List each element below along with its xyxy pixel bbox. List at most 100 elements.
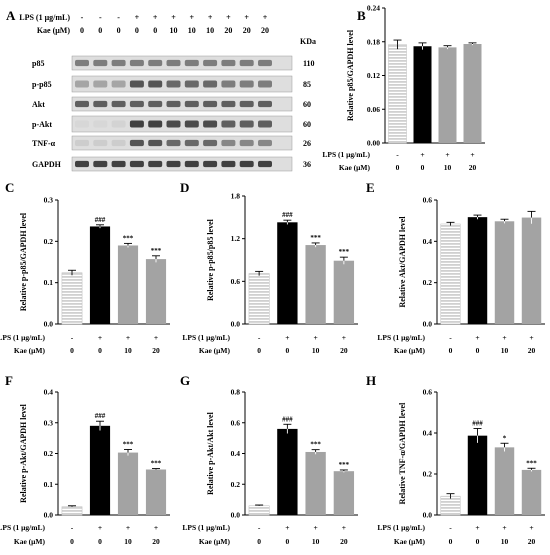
- blot-band: [93, 80, 108, 88]
- blot-kda-value: 85: [303, 80, 311, 89]
- blot-lane-value: 10: [170, 26, 178, 35]
- bar: [438, 47, 457, 143]
- blot-band: [203, 160, 218, 168]
- condition-value: +: [98, 333, 102, 342]
- blot-band: [93, 120, 108, 128]
- blot-lane-value: -: [117, 13, 120, 22]
- condition-value: +: [154, 333, 158, 342]
- blot-band: [93, 59, 108, 67]
- condition-value: +: [285, 333, 289, 342]
- blot-band: [93, 100, 108, 108]
- significance-label: ***: [123, 234, 134, 242]
- condition-row-label: Kae (μM): [199, 537, 231, 546]
- condition-value: +: [342, 333, 346, 342]
- y-axis-label: Relative p85/GAPDH level: [346, 29, 355, 121]
- condition-value: 0: [476, 346, 480, 355]
- condition-value: -: [71, 523, 74, 532]
- condition-value: -: [449, 333, 452, 342]
- blot-strip: [71, 55, 293, 71]
- significance-label: ###: [95, 216, 106, 224]
- blot-band: [221, 120, 236, 128]
- y-tick-label: 1.8: [231, 192, 241, 201]
- blot-band: [148, 100, 163, 108]
- blot-band-label: p-p85: [32, 80, 52, 89]
- significance-label: ###: [472, 419, 483, 427]
- blot-band-label: TNF-α: [32, 139, 56, 148]
- blot-band: [239, 160, 254, 168]
- condition-value: -: [258, 333, 261, 342]
- bar: [277, 428, 298, 515]
- condition-value: 10: [501, 537, 509, 546]
- y-axis-label: Relative p-p85/GAPDH level: [19, 212, 28, 311]
- condition-value: +: [126, 523, 130, 532]
- blot-band: [221, 160, 236, 168]
- blot-band: [184, 100, 199, 108]
- condition-value: 0: [257, 537, 261, 546]
- y-tick-label: 0.0: [44, 320, 54, 329]
- blot-band-label: p-Akt: [32, 120, 52, 129]
- bar: [467, 435, 488, 515]
- condition-value: 20: [152, 537, 160, 546]
- blot-band: [166, 100, 181, 108]
- condition-row-label: LPS (1 μg/mL): [0, 333, 45, 342]
- blot-band: [111, 139, 126, 147]
- blot-band: [166, 160, 181, 168]
- condition-value: +: [529, 523, 533, 532]
- blot-band: [221, 100, 236, 108]
- blot-band: [239, 120, 254, 128]
- significance-label: ***: [339, 248, 350, 256]
- y-tick-label: 0.0: [423, 320, 433, 329]
- blot-band: [166, 59, 181, 67]
- blot-band: [239, 80, 254, 88]
- significance-label: ###: [282, 415, 293, 423]
- y-tick-label: 0.3: [44, 418, 54, 427]
- blot-band: [129, 160, 144, 168]
- blot-lane-value: +: [190, 13, 195, 22]
- chart-panel-g: G 0.0 0.2 0.4 0.6 0.8 Relative p-Akt/Akt level…: [180, 373, 358, 546]
- y-tick-label: 0.2: [423, 278, 433, 287]
- y-tick-label: 0.3: [44, 196, 54, 205]
- bar: [117, 245, 139, 324]
- condition-value: -: [258, 523, 261, 532]
- condition-value: 10: [501, 346, 509, 355]
- condition-row-label: LPS (1 μg/mL): [377, 523, 425, 532]
- blot-band: [75, 120, 89, 128]
- blot-band-label: p85: [32, 59, 44, 68]
- condition-value: 20: [340, 537, 348, 546]
- condition-value: 10: [124, 537, 132, 546]
- condition-row-label: LPS (1 μg/mL): [377, 333, 425, 342]
- significance-label: *: [503, 434, 507, 442]
- blot-lane-value: +: [208, 13, 213, 22]
- bar: [305, 245, 326, 324]
- blot-band: [239, 59, 254, 67]
- panel-letter-d: D: [180, 180, 189, 195]
- condition-value: 0: [70, 346, 74, 355]
- bar: [145, 259, 167, 324]
- bar: [494, 447, 515, 515]
- y-tick-label: 0.6: [423, 388, 433, 397]
- blot-band: [111, 120, 126, 128]
- blot-band: [203, 80, 218, 88]
- condition-value: 10: [312, 346, 320, 355]
- y-tick-label: 0.6: [231, 418, 241, 427]
- y-axis-label: Relative p-Akt/GAPDH level: [19, 403, 28, 502]
- blot-band: [221, 139, 236, 147]
- bar: [89, 425, 111, 515]
- y-axis-label: Relative Akt/GAPDH level: [398, 216, 407, 308]
- chart-panel-e: E 0.0 0.2 0.4 0.6 Relative Akt/GAPDH level LPS…: [366, 180, 545, 355]
- panel-letter-e: E: [366, 180, 375, 195]
- blot-lane-value: +: [263, 13, 268, 22]
- bar: [333, 471, 355, 515]
- blot-band: [184, 139, 199, 147]
- significance-label: ###: [95, 412, 106, 420]
- significance-label: ***: [526, 459, 537, 467]
- bar: [145, 469, 167, 515]
- y-tick-label: 0.1: [44, 278, 54, 287]
- condition-row-label: LPS (1 μg/mL): [182, 333, 230, 342]
- condition-value: 0: [286, 346, 290, 355]
- condition-value: 0: [98, 537, 102, 546]
- blot-lane-value: 20: [224, 26, 232, 35]
- blot-band: [166, 139, 181, 147]
